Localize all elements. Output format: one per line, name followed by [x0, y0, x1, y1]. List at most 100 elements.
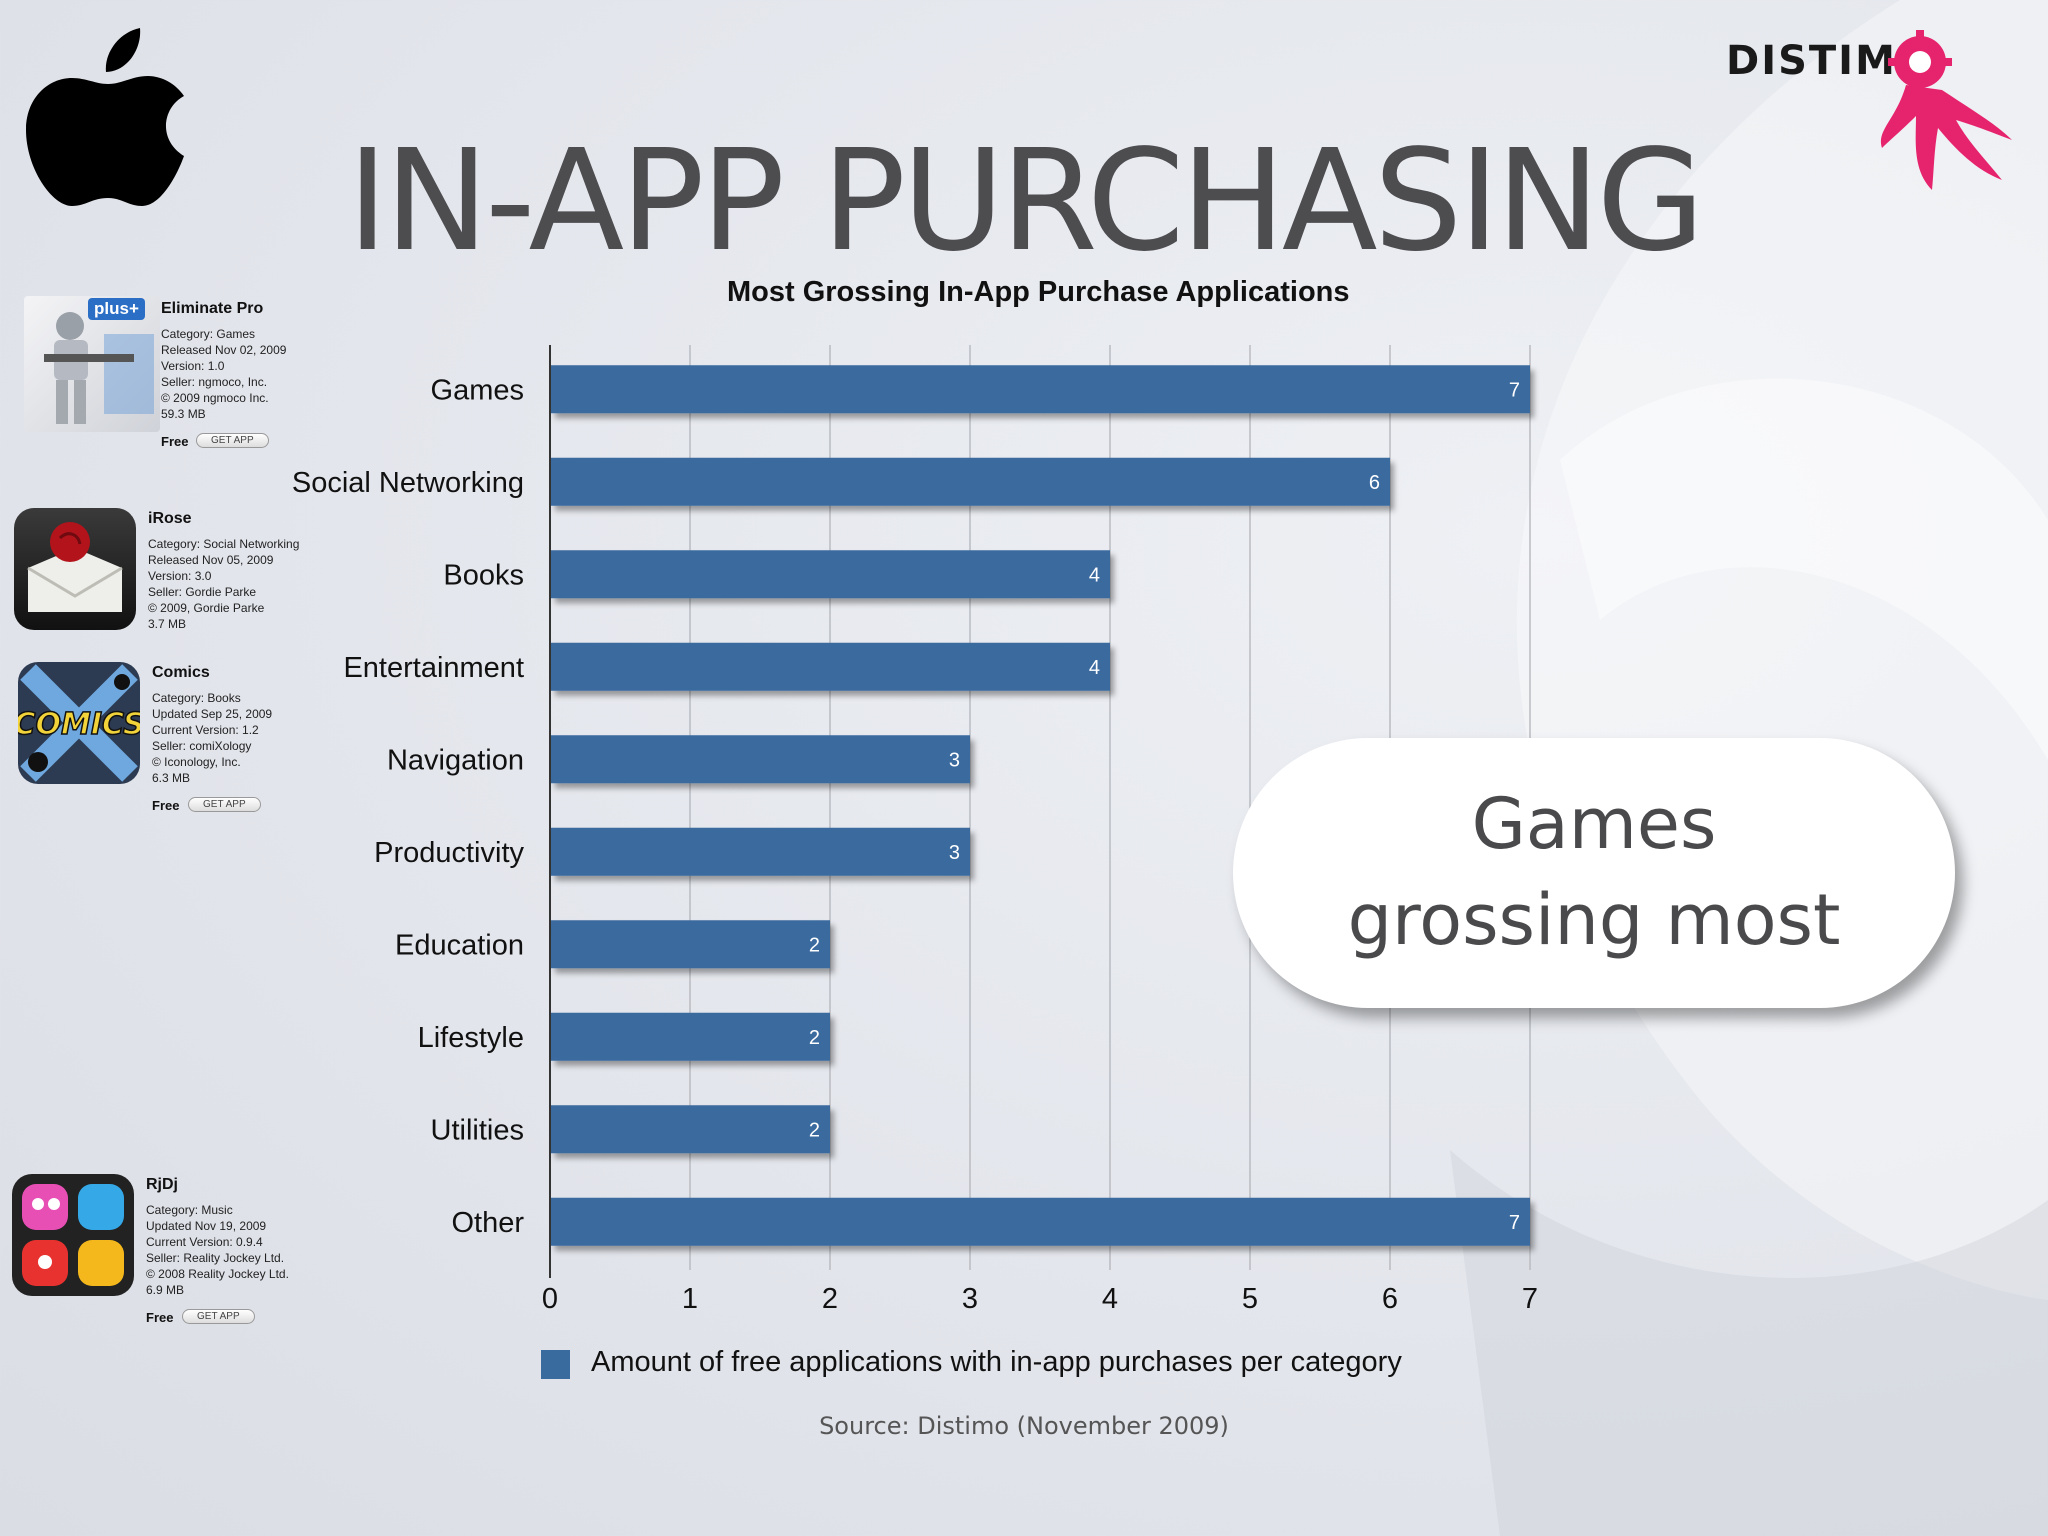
app-meta: Category: Games Released Nov 02, 2009 Ve…: [161, 326, 286, 422]
bar: [551, 827, 970, 876]
app-meta: Category: Social Networking Released Nov…: [148, 536, 299, 632]
x-tick-label: 6: [1382, 1283, 1398, 1315]
get-app-button[interactable]: GET APP: [182, 1309, 255, 1324]
bar: [551, 1012, 830, 1061]
category-label: Utilities: [431, 1114, 524, 1146]
bar-value-label: 4: [1089, 657, 1100, 679]
app-meta-line: © Iconology, Inc.: [152, 755, 241, 769]
app-meta-line: Updated Nov 19, 2009: [146, 1219, 267, 1233]
bar: [551, 457, 1390, 506]
irose-app-icon: [14, 508, 136, 630]
app-name: Comics: [152, 664, 210, 681]
category-label: Lifestyle: [418, 1022, 524, 1054]
app-meta-line: Category: Music: [146, 1203, 233, 1217]
callout-box: Games grossing most: [1233, 738, 1955, 1008]
bar-value-label: 2: [809, 934, 820, 956]
category-label: Books: [443, 559, 524, 591]
bar: [551, 1105, 830, 1154]
app-price: Free: [161, 434, 189, 449]
category-label: Productivity: [374, 837, 524, 869]
category-label: Entertainment: [343, 652, 524, 684]
callout-line-2: grossing most: [1347, 879, 1841, 961]
app-card-comics: COMICS Comics Category: Books Updated Se…: [18, 662, 303, 830]
app-meta-line: Released Nov 05, 2009: [148, 553, 274, 567]
chart-title: Most Grossing In-App Purchase Applicatio…: [727, 276, 1350, 308]
x-tick-label: 1: [682, 1283, 698, 1315]
bar: [551, 365, 1530, 414]
source-note: Source: Distimo (November 2009): [819, 1412, 1229, 1440]
category-label: Navigation: [387, 744, 524, 776]
bar-value-label: 3: [949, 842, 960, 864]
app-meta-line: 59.3 MB: [161, 407, 206, 421]
bar-value-label: 7: [1509, 1212, 1520, 1234]
x-tick-label: 3: [962, 1283, 978, 1315]
app-meta-line: 6.3 MB: [152, 771, 191, 785]
category-label: Social Networking: [292, 467, 524, 499]
app-meta-line: Version: 3.0: [148, 569, 212, 583]
app-meta-line: © 2009 ngmoco Inc.: [161, 391, 269, 405]
distimo-octopus-icon: [1880, 30, 2012, 190]
app-name: Eliminate Pro: [161, 300, 264, 317]
app-meta-line: 3.7 MB: [148, 617, 187, 631]
x-tick-label: 5: [1242, 1283, 1258, 1315]
slide-title: IN-APP PURCHASING: [347, 120, 1705, 283]
app-meta-line: © 2008 Reality Jockey Ltd.: [146, 1267, 289, 1281]
app-meta-line: Current Version: 0.9.4: [146, 1235, 263, 1249]
bar-value-label: 7: [1509, 379, 1520, 401]
get-app-button[interactable]: GET APP: [196, 433, 269, 448]
bar: [551, 920, 830, 969]
app-price: Free: [152, 798, 180, 813]
bar: [551, 642, 1110, 691]
app-meta-line: 6.9 MB: [146, 1283, 185, 1297]
app-price: Free: [146, 1310, 174, 1325]
app-meta-line: Seller: ngmoco, Inc.: [161, 375, 268, 389]
plus-badge: plus+: [88, 298, 145, 320]
app-meta-line: Category: Social Networking: [148, 537, 300, 551]
bar: [551, 735, 970, 784]
app-meta-line: Version: 1.0: [161, 359, 225, 373]
app-meta-line: © 2009, Gordie Parke: [148, 601, 265, 615]
get-app-button[interactable]: GET APP: [188, 797, 261, 812]
rjdj-logo-icon: [22, 1184, 124, 1286]
comics-app-icon: COMICS: [18, 662, 140, 784]
category-label: Games: [431, 374, 524, 406]
category-label: Other: [451, 1207, 524, 1239]
app-meta-line: Released Nov 02, 2009: [161, 343, 287, 357]
bar-value-label: 6: [1369, 472, 1380, 494]
app-meta-line: Updated Sep 25, 2009: [152, 707, 273, 721]
bar-value-label: 4: [1089, 564, 1100, 586]
app-meta-line: Current Version: 1.2: [152, 723, 259, 737]
legend-swatch: [541, 1350, 570, 1379]
bar-value-label: 3: [949, 749, 960, 771]
x-tick-label: 7: [1522, 1283, 1538, 1315]
rose-envelope-icon: [27, 522, 123, 612]
bar: [551, 1197, 1530, 1246]
bar-value-label: 2: [809, 1027, 820, 1049]
app-card-rjdj: RjDj Category: Music Updated Nov 19, 200…: [12, 1174, 312, 1334]
app-meta-line: Category: Books: [152, 691, 241, 705]
legend-label: Amount of free applications with in-app …: [591, 1346, 1402, 1378]
rjdj-app-icon: [12, 1174, 134, 1296]
app-card-irose: iRose Category: Social Networking Releas…: [14, 508, 324, 638]
callout-line-1: Games: [1471, 783, 1717, 865]
eliminate-pro-app-icon: [24, 296, 160, 432]
app-meta-line: Seller: comiXology: [152, 739, 252, 753]
bar: [551, 550, 1110, 599]
x-tick-label: 4: [1102, 1283, 1118, 1315]
app-meta: Category: Books Updated Sep 25, 2009 Cur…: [152, 690, 272, 786]
robot-soldier-icon: [44, 312, 154, 424]
category-label: Education: [395, 929, 524, 961]
apple-logo-icon: [26, 28, 184, 206]
app-name: iRose: [148, 510, 192, 527]
app-meta-line: Seller: Reality Jockey Ltd.: [146, 1251, 285, 1265]
comics-icon-text: COMICS: [18, 707, 140, 742]
app-meta-line: Seller: Gordie Parke: [148, 585, 257, 599]
app-card-eliminate-pro: plus+ Eliminate Pro Category: Games Rele…: [24, 296, 309, 466]
x-tick-label: 2: [822, 1283, 838, 1315]
bar-value-label: 2: [809, 1119, 820, 1141]
x-tick-label: 0: [542, 1283, 558, 1315]
comics-logo-icon: COMICS: [18, 664, 140, 782]
app-meta: Category: Music Updated Nov 19, 2009 Cur…: [146, 1202, 289, 1298]
app-meta-line: Category: Games: [161, 327, 256, 341]
